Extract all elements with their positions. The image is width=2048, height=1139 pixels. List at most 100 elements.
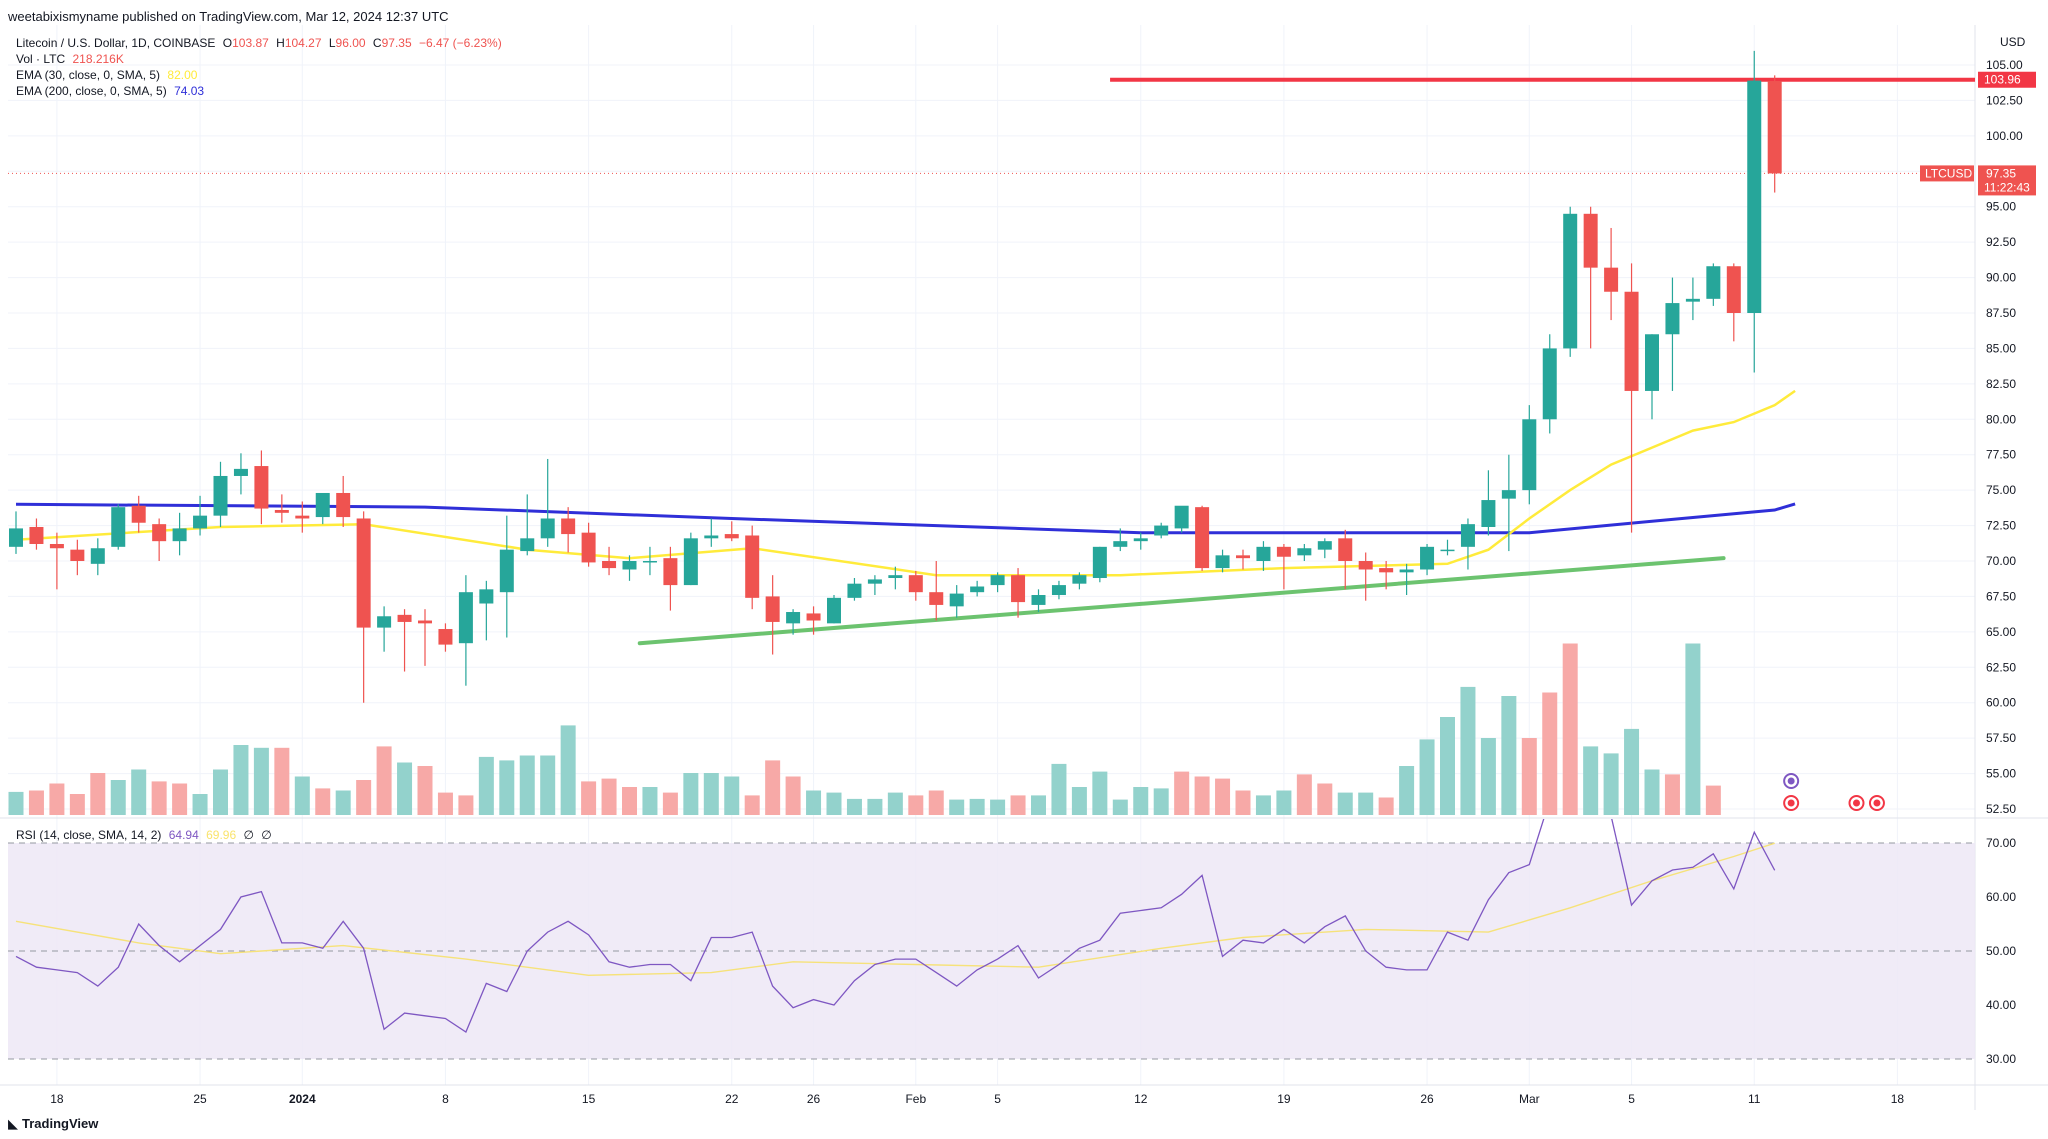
candle [152, 518, 167, 561]
event-markers[interactable] [1783, 773, 1885, 811]
time-tick: 11 [1748, 1092, 1761, 1106]
volume-bar [1399, 766, 1415, 815]
candle [1706, 263, 1721, 306]
time-tick: 5 [1628, 1092, 1635, 1106]
volume-bar [1460, 686, 1476, 815]
volume-value: 218.216K [72, 52, 124, 66]
candle [336, 475, 351, 527]
volume-bar [335, 790, 351, 815]
candle-body [990, 575, 1005, 586]
candle-body [1379, 568, 1394, 573]
candle-body [561, 518, 576, 535]
ema200-label: EMA (200, close, 0, SMA, 5) [16, 84, 167, 98]
candle [172, 512, 187, 556]
candle-body [1583, 213, 1598, 268]
candle [1440, 539, 1455, 556]
candle [1297, 543, 1312, 561]
candle [479, 580, 494, 641]
axes: USD105.00102.50100.0097.5095.0092.5090.0… [50, 35, 2036, 1106]
candle [213, 461, 228, 527]
tradingview-brand[interactable]: ◣ TradingView [8, 1116, 98, 1132]
time-tick: 25 [193, 1092, 207, 1106]
volume-bar [601, 778, 617, 815]
candle [1604, 227, 1619, 321]
volume-bar [887, 792, 903, 815]
candle [499, 515, 514, 638]
overlay-lines [8, 77, 1975, 646]
candle-body [438, 629, 453, 645]
candle-body [1604, 267, 1619, 292]
candle [970, 580, 985, 597]
candle-body [1133, 538, 1148, 542]
price-tick: 85.00 [1986, 341, 2016, 355]
candle-body [1092, 546, 1107, 579]
candle-body [131, 505, 146, 523]
candle-body [377, 616, 392, 628]
rsi-label: RSI (14, close, SMA, 14, 2) [16, 828, 162, 842]
tradingview-logo-icon: ◣ [8, 1116, 18, 1131]
volume-bar [642, 787, 658, 815]
candle [806, 606, 821, 635]
time-tick: 15 [582, 1092, 596, 1106]
volume-bar [1583, 746, 1599, 815]
price-tick: 57.50 [1986, 731, 2016, 745]
candle-body [499, 549, 514, 593]
volume-bar [49, 783, 65, 815]
candle-body [1072, 575, 1087, 584]
price-tick: 60.00 [1986, 696, 2016, 710]
volume-bar [990, 799, 1006, 815]
volume-bar [131, 769, 147, 815]
volume-bar [1010, 795, 1026, 815]
volume-bar [1255, 795, 1271, 815]
candle-body [1645, 334, 1659, 391]
candle-body [1460, 524, 1475, 547]
volume-bar [1358, 792, 1374, 815]
volume-bar [1215, 778, 1231, 815]
candle [847, 578, 862, 601]
volume-bar [622, 787, 637, 815]
currency-label: USD [2000, 35, 2026, 49]
candle [438, 623, 453, 652]
candle-body [1338, 538, 1353, 561]
volume-bar [1542, 692, 1558, 815]
candle [929, 561, 944, 621]
candle [1481, 470, 1496, 536]
rsi-legend: RSI (14, close, SMA, 14, 2) 64.94 69.96 … [16, 828, 276, 842]
us-flag-icon-dot [1787, 799, 1795, 807]
candle [622, 555, 637, 581]
candle [1583, 206, 1598, 349]
volume-bar [151, 781, 167, 815]
ohlc-close: C97.35 [372, 36, 412, 50]
candle-body [152, 524, 167, 542]
rsi-sma-line [15, 842, 1775, 977]
last-price-text: 97.35 [1986, 166, 2016, 180]
price-tick: 67.50 [1986, 589, 2016, 603]
time-tick: 8 [442, 1092, 449, 1106]
candle [1726, 263, 1741, 342]
candle [1542, 334, 1557, 434]
volume-bar [1480, 738, 1496, 815]
volume-bar [294, 776, 310, 815]
time-tick: 18 [50, 1092, 64, 1106]
candle [315, 492, 330, 525]
candle-body [1399, 569, 1414, 573]
candle [1174, 505, 1189, 533]
candle [540, 458, 555, 547]
volume-bar [28, 790, 44, 815]
candle [827, 595, 841, 624]
volume-bar [806, 790, 822, 815]
candle-body [745, 535, 760, 598]
candle [990, 572, 1005, 593]
rsi-na-2: ∅ [261, 828, 272, 842]
candle [602, 546, 617, 576]
candle-body [847, 583, 862, 598]
volume-bar [110, 780, 126, 815]
candle-body [1501, 490, 1516, 499]
candle [458, 575, 473, 686]
candle-body [1236, 555, 1250, 559]
candle-body [1767, 81, 1782, 174]
candle-body [908, 575, 923, 593]
resistance-badge-text: 103.96 [1984, 73, 2021, 87]
candle-body [1154, 525, 1169, 536]
